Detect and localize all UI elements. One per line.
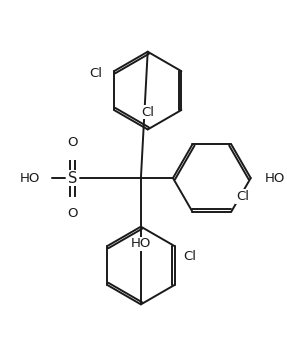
Text: HO: HO: [264, 172, 285, 185]
Text: Cl: Cl: [236, 190, 249, 203]
Text: Cl: Cl: [141, 106, 154, 119]
Text: S: S: [68, 171, 77, 185]
Text: O: O: [68, 207, 78, 220]
Text: O: O: [68, 136, 78, 149]
Text: Cl: Cl: [89, 67, 102, 80]
Text: HO: HO: [20, 172, 40, 185]
Text: HO: HO: [131, 237, 151, 250]
Text: Cl: Cl: [183, 250, 196, 263]
